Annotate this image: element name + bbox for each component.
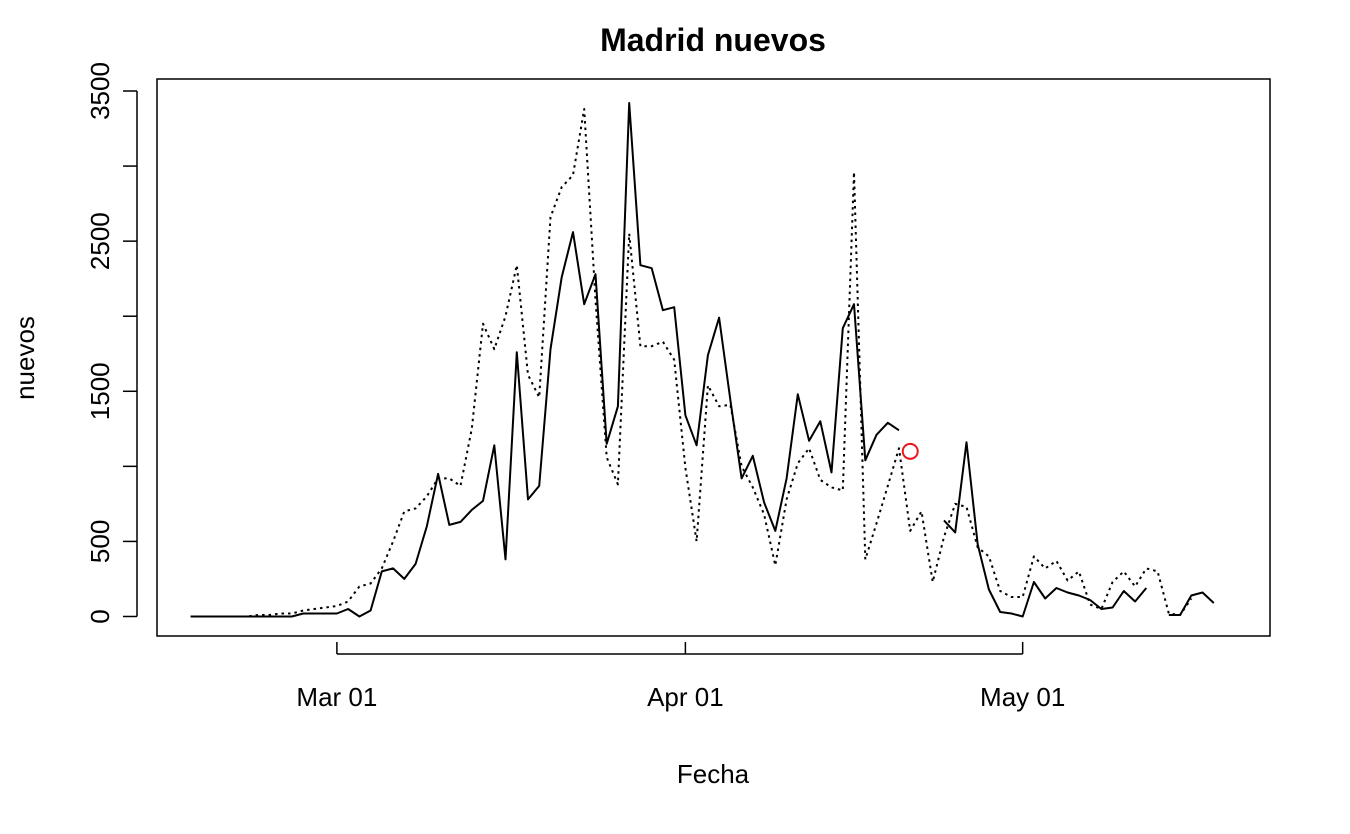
x-axis: Mar 01 Apr 01 May 01 [296,642,1065,712]
highlight-marker [901,442,919,460]
series-layer [190,102,1215,618]
y-tick-label: 500 [85,520,115,563]
series-line-0 [190,102,1215,618]
chart-title: Madrid nuevos [600,22,826,58]
y-tick-label: 2500 [85,212,115,270]
plot-frame [156,78,1271,637]
y-axis-label: nuevos [10,316,40,400]
annotation-layer [901,442,919,460]
x-tick-label: Apr 01 [647,682,724,712]
x-axis-label: Fecha [677,759,750,789]
y-tick-label: 1500 [85,362,115,420]
x-tick-label: May 01 [980,682,1065,712]
y-tick-label: 0 [85,609,115,623]
y-tick-label: 3500 [85,62,115,120]
x-tick-label: Mar 01 [296,682,377,712]
series-solid [190,102,1215,618]
y-axis: 0 500 1500 2500 3500 [85,62,138,624]
